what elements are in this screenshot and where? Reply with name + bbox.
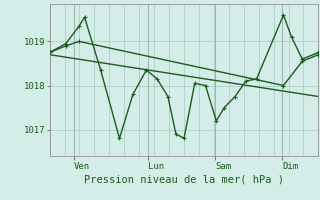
X-axis label: Pression niveau de la mer( hPa ): Pression niveau de la mer( hPa ) bbox=[84, 175, 284, 185]
